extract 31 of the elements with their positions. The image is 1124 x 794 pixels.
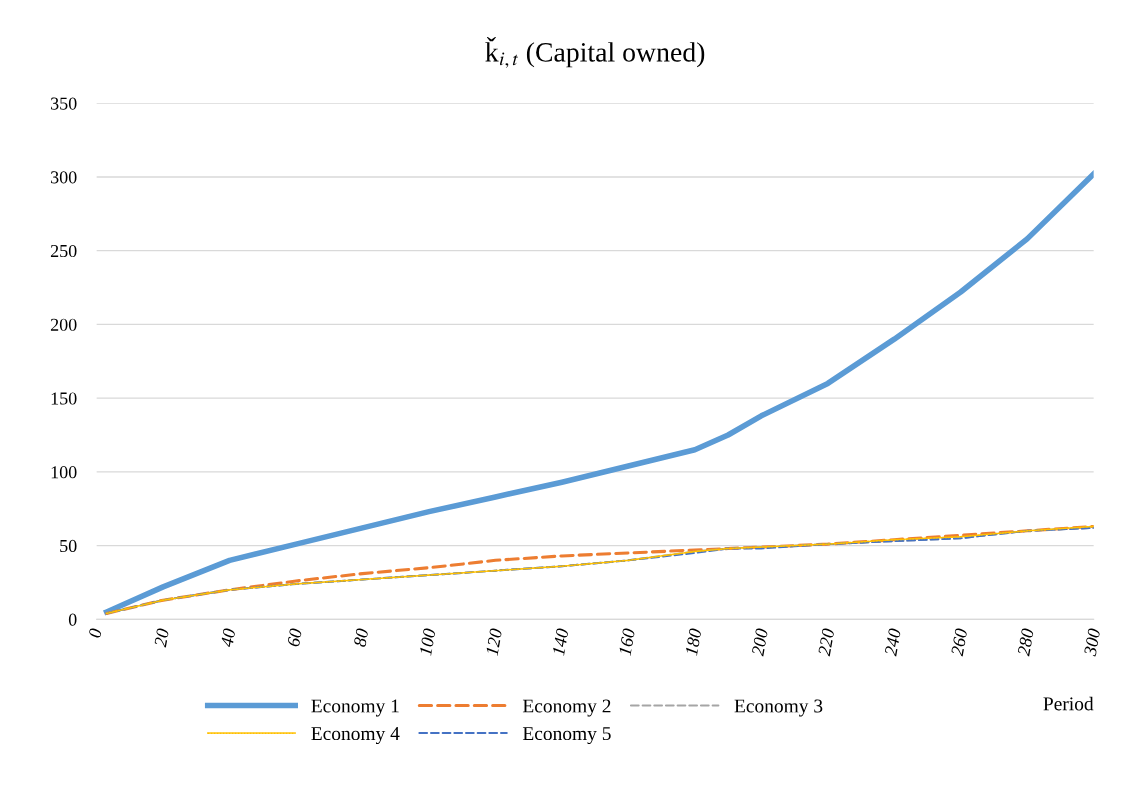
x-tick-label: 180 (685, 627, 702, 656)
x-tick-label: 100 (419, 627, 436, 656)
y-tick-label: 0 (68, 613, 77, 626)
x-tick-label: 40 (220, 627, 236, 648)
chart-title: ǩ$_{i,t}$ (Capital owned) (485, 37, 705, 68)
x-tick-label: 240 (884, 627, 902, 657)
y-tick-label: 350 (51, 97, 77, 110)
y-tick-label: 200 (50, 318, 77, 331)
x-tick-label: 0 (88, 627, 102, 639)
x-tick-label: 220 (817, 627, 835, 657)
legend-label: Economy 3 (734, 699, 823, 717)
y-tick-label: 50 (60, 539, 77, 553)
x-axis-title: Period (1043, 696, 1094, 711)
legend-label: Economy 4 (311, 727, 400, 745)
x-tick-label: 20 (154, 627, 170, 648)
legend-label: Economy 5 (522, 727, 611, 745)
x-tick-label: 60 (287, 627, 303, 647)
legend-label: Economy 1 (311, 699, 399, 717)
y-tick-label: 150 (51, 392, 77, 405)
y-tick-label: 250 (50, 244, 77, 258)
x-tick-label: 80 (353, 627, 369, 648)
x-tick-label: 280 (1017, 627, 1034, 657)
x-tick-label: 300 (1083, 627, 1101, 657)
y-tick-label: 100 (51, 466, 77, 479)
x-tick-label: 140 (552, 627, 569, 656)
x-tick-label: 160 (618, 627, 636, 656)
y-tick-label: 300 (51, 171, 77, 184)
x-tick-label: 260 (950, 627, 968, 657)
legend-label: Economy 2 (522, 699, 611, 717)
x-tick-label: 200 (751, 627, 769, 657)
x-tick-label: 120 (485, 627, 503, 656)
